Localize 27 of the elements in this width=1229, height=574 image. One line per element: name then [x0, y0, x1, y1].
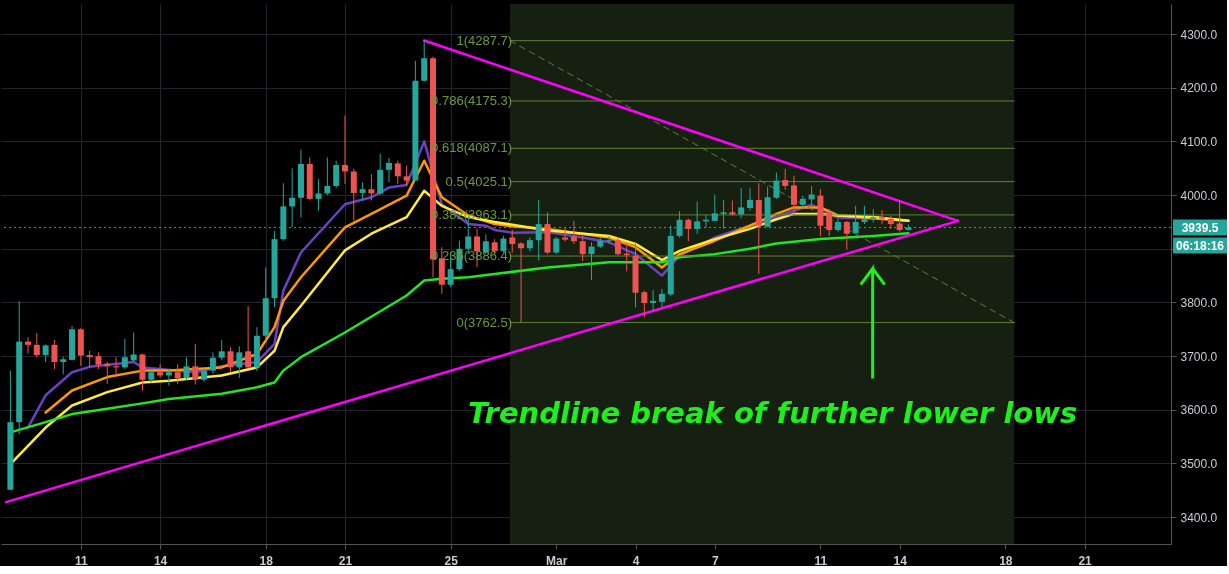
y-tick-label: 4300.0 — [1180, 27, 1218, 42]
annotation: 0.5(4025.1) — [445, 173, 513, 189]
y-tick-label: 3700.0 — [1180, 349, 1218, 364]
text: 06:18:16 — [1175, 238, 1225, 253]
x-tick-label: 11 — [814, 553, 828, 568]
y-tick-label: 4100.0 — [1180, 134, 1218, 149]
y-tick-label: 4200.0 — [1180, 81, 1218, 96]
x-tick-label: 18 — [259, 553, 274, 568]
x-tick-label: 4 — [632, 553, 640, 568]
x-tick-label: 7 — [711, 553, 719, 568]
y-tick-label: 4000.0 — [1180, 188, 1218, 203]
x-tick-label: 21 — [338, 553, 353, 568]
x-tick-label: 25 — [444, 553, 459, 568]
ref-line-label: 3939.5 — [1181, 220, 1219, 235]
y-tick-label: 3600.0 — [1180, 403, 1218, 418]
x-tick-label: 14 — [893, 553, 908, 568]
x-tick-label: 14 — [153, 553, 168, 568]
annotation: Trendline break of further lower lows — [467, 395, 1078, 430]
x-tick-label: 21 — [1078, 553, 1093, 568]
y-tick-label: 3800.0 — [1180, 295, 1218, 310]
y-tick-label: 3400.0 — [1180, 510, 1218, 525]
annotation: 1(4287.7) — [456, 32, 513, 48]
annotation: 0(3762.5) — [456, 314, 513, 330]
y-tick-label: 3500.0 — [1180, 456, 1218, 471]
x-tick-label: Mar — [546, 553, 568, 568]
x-tick-label: 18 — [999, 553, 1013, 568]
x-tick-label: 11 — [74, 553, 89, 568]
